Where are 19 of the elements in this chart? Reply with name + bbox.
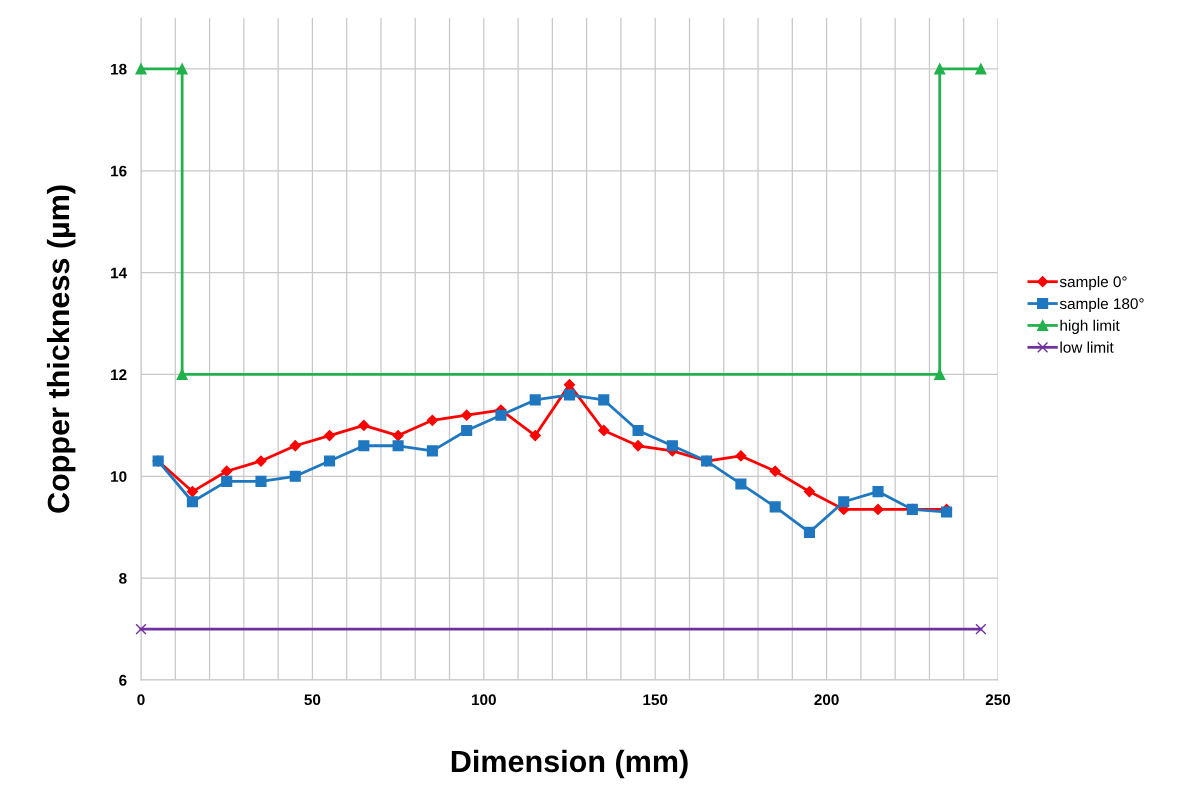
x-tick-label: 50 [304,694,321,706]
x-axis-title: Dimension (mm) [451,749,688,779]
x-tick-label: 250 [985,694,1011,706]
y-tick-label: 12 [111,369,127,380]
x-tick-label: 0 [137,694,145,706]
legend-label: low limit [1060,341,1114,353]
legend-label: sample 0° [1059,275,1127,291]
y-tick-label: 8 [119,573,127,584]
y-tick-label: 10 [111,471,127,482]
legend-label: sample 180° [1059,297,1144,313]
y-tick-label: 14 [111,267,128,279]
legend-label: high limit [1060,319,1120,334]
y-tick-label: 16 [111,165,127,177]
x-tick-label: 200 [814,694,839,706]
y-axis-title: Copper thickness (µm) [46,185,76,513]
y-tick-label: 18 [111,63,127,75]
y-tick-label: 6 [119,674,127,686]
x-tick-label: 150 [643,694,668,706]
x-tick-label: 100 [472,694,496,706]
